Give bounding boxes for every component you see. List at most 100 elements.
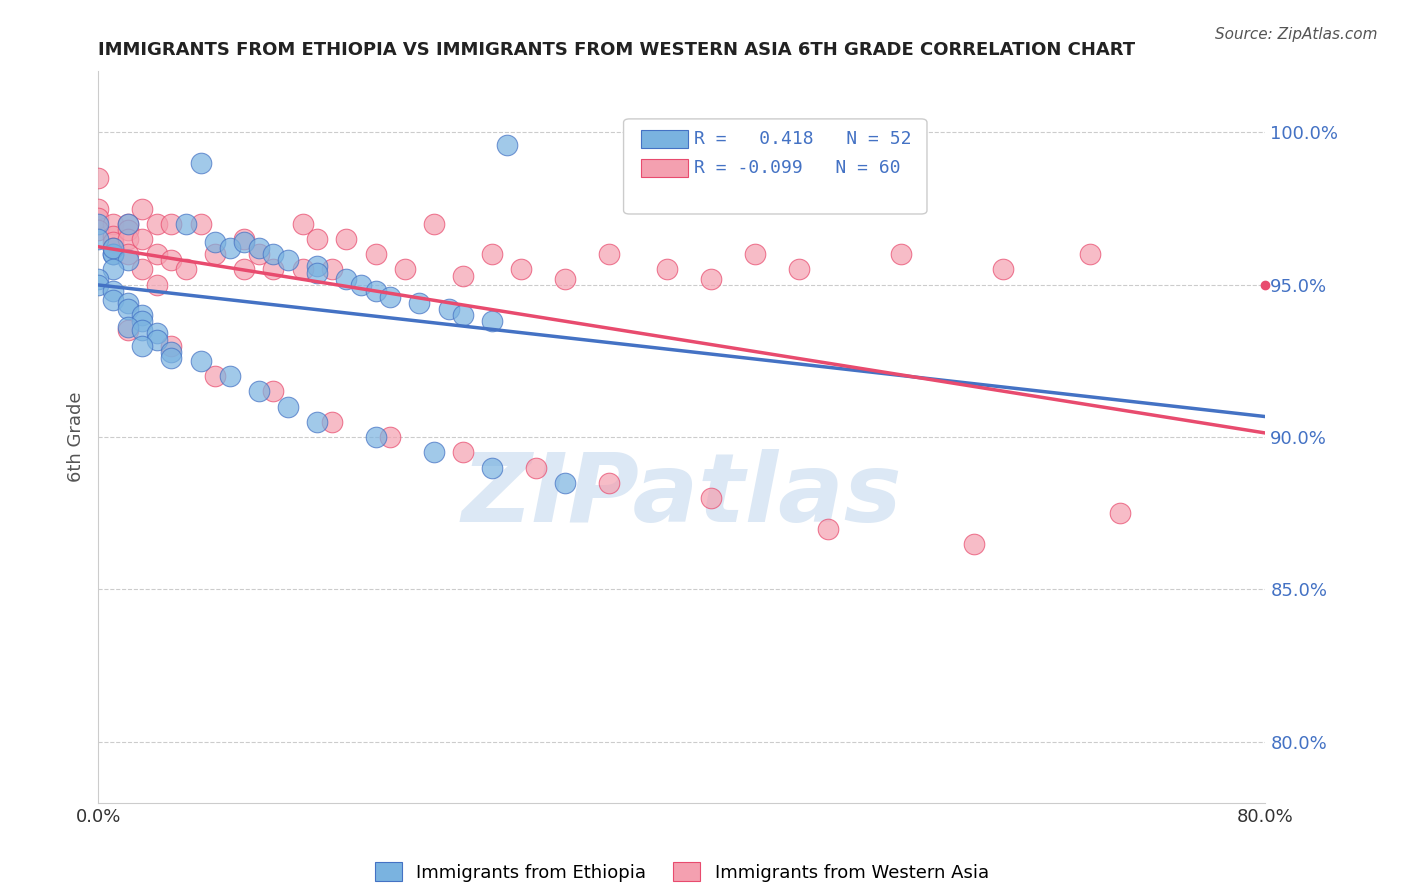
Point (101, 229, 124, 244)
Point (87, 211, 110, 225)
Point (307, 260, 329, 274)
Point (598, 247, 620, 261)
Point (627, 186, 650, 201)
Point (101, 262, 124, 277)
Point (146, 247, 169, 261)
Point (408, 296, 430, 310)
Point (204, 235, 226, 249)
Point (117, 223, 139, 237)
Point (1080, 247, 1102, 261)
Point (101, 247, 124, 261)
Point (321, 415, 343, 429)
Point (101, 293, 124, 307)
Point (554, 271, 576, 285)
Point (307, 415, 329, 429)
Point (233, 235, 256, 249)
Point (991, 262, 1014, 277)
Point (174, 217, 197, 231)
Point (117, 253, 139, 268)
Point (160, 217, 183, 231)
Point (160, 339, 183, 353)
Point (117, 232, 139, 246)
Point (1108, 506, 1130, 520)
Point (190, 217, 212, 231)
Point (160, 253, 183, 268)
Point (481, 314, 503, 328)
Point (262, 262, 284, 277)
Point (291, 262, 314, 277)
Point (700, 271, 723, 285)
Point (787, 262, 810, 277)
Point (321, 262, 343, 277)
Point (307, 266, 329, 280)
Point (117, 247, 139, 261)
Point (335, 271, 357, 285)
Text: Source: ZipAtlas.com: Source: ZipAtlas.com (1215, 27, 1378, 42)
Point (204, 247, 226, 261)
Point (744, 247, 766, 261)
Point (117, 296, 139, 310)
Point (131, 262, 153, 277)
Point (262, 384, 284, 399)
Point (277, 253, 299, 268)
Point (218, 369, 240, 384)
Point (87, 271, 110, 285)
Bar (641, 159, 688, 178)
Point (218, 241, 240, 255)
Point (117, 217, 139, 231)
Point (247, 241, 270, 255)
Point (423, 217, 446, 231)
Point (481, 247, 503, 261)
Point (350, 277, 373, 292)
Point (101, 247, 124, 261)
Point (657, 262, 679, 277)
Y-axis label: 6th Grade: 6th Grade (66, 392, 84, 483)
Point (146, 333, 169, 347)
Point (481, 460, 503, 475)
Point (598, 475, 620, 490)
Point (160, 344, 183, 359)
Point (131, 314, 153, 328)
Point (87, 217, 110, 231)
Point (262, 247, 284, 261)
Point (190, 156, 212, 170)
Point (495, 137, 517, 152)
Point (451, 308, 474, 322)
Point (101, 284, 124, 298)
Point (524, 460, 547, 475)
Point (87, 232, 110, 246)
Point (451, 268, 474, 283)
Point (247, 384, 270, 399)
Point (101, 241, 124, 255)
Point (146, 217, 169, 231)
Point (87, 202, 110, 216)
Point (890, 247, 912, 261)
Point (190, 354, 212, 368)
Point (700, 491, 723, 505)
Bar (641, 130, 688, 148)
Point (160, 351, 183, 365)
Point (378, 430, 402, 444)
Point (146, 277, 169, 292)
Point (247, 247, 270, 261)
Point (174, 262, 197, 277)
Point (554, 475, 576, 490)
FancyBboxPatch shape (624, 119, 927, 214)
Point (451, 445, 474, 459)
Point (131, 323, 153, 337)
Text: IMMIGRANTS FROM ETHIOPIA VS IMMIGRANTS FROM WESTERN ASIA 6TH GRADE CORRELATION C: IMMIGRANTS FROM ETHIOPIA VS IMMIGRANTS F… (98, 41, 1136, 59)
Point (101, 241, 124, 255)
Point (87, 277, 110, 292)
Point (378, 290, 402, 304)
Point (335, 232, 357, 246)
Point (277, 400, 299, 414)
Point (364, 247, 387, 261)
Point (146, 326, 169, 341)
Point (394, 262, 416, 277)
Point (437, 302, 460, 317)
Point (117, 323, 139, 337)
Point (131, 202, 153, 216)
Point (423, 445, 446, 459)
Point (817, 522, 839, 536)
Text: ZIPatlas: ZIPatlas (461, 449, 903, 542)
